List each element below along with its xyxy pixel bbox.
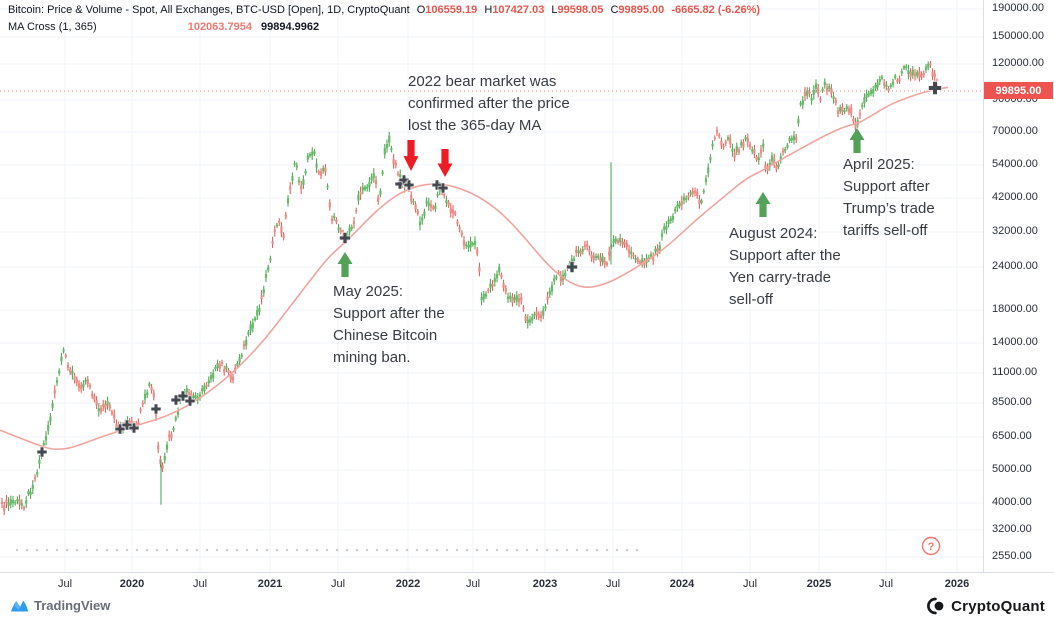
svg-text:?: ? (928, 541, 935, 553)
time-tick-label: Jul (330, 578, 346, 590)
price-tick-label: 150000.00 (992, 30, 1044, 42)
price-tick-label: 70000.00 (992, 125, 1038, 137)
time-tick-label: 2024 (669, 578, 695, 590)
annotation-aug-2024-support[interactable]: August 2024: Support after the Yen carry… (729, 225, 841, 308)
time-tick-label: 2023 (532, 578, 558, 590)
price-tick-label: 3200.00 (992, 523, 1032, 535)
red-down-arrow[interactable] (437, 149, 453, 177)
time-tick-label: Jul (57, 578, 73, 590)
ma-365-line (0, 86, 949, 451)
indicator-value-2: 99894.9962 (261, 21, 320, 33)
ohlc-high-value: 107427.03 (492, 4, 545, 16)
price-tick-label: 18000.00 (992, 303, 1038, 315)
annotation-bear-2022[interactable]: 2022 bear market was confirmed after the… (408, 73, 570, 134)
time-tick-label: 2020 (119, 578, 145, 590)
time-tick-label: Jul (878, 578, 894, 590)
price-tick-label: 2550.00 (992, 550, 1032, 562)
price-tick-label: 11000.00 (992, 366, 1038, 378)
volume-dots (15, 548, 639, 552)
time-tick-label: Jul (742, 578, 758, 590)
price-tick-label: 14000.00 (992, 336, 1038, 348)
data-problem-question-icon[interactable]: ? (921, 536, 941, 556)
indicator-title[interactable]: MA Cross (1, 365) (8, 21, 97, 33)
red-down-arrow[interactable] (403, 140, 419, 171)
cryptoquant-logo-text: CryptoQuant (951, 597, 1045, 615)
symbol-title[interactable]: Bitcoin: Price & Volume - Spot, All Exch… (8, 4, 410, 16)
tradingview-logo[interactable]: TradingView (10, 598, 110, 613)
time-tick-label: Jul (605, 578, 621, 590)
price-tick-label: 54000.00 (992, 158, 1038, 170)
time-tick-label: 2022 (395, 578, 421, 590)
cryptoquant-logo: CryptoQuant (927, 597, 1045, 615)
price-tick-label: 5000.00 (992, 463, 1032, 475)
ohlc-close-value: 99895.00 (618, 4, 665, 16)
annotation-apr-2025-support[interactable]: April 2025: Support after Trump’s trade … (843, 156, 935, 239)
indicator-value-1: 102063.7954 (187, 21, 252, 33)
ohlc-low-label: L (551, 4, 558, 16)
price-tick-label: 6500.00 (992, 430, 1032, 442)
current-price-label: 99895.00 (984, 82, 1053, 100)
price-tick-label: 4000.00 (992, 496, 1032, 508)
legend-row-2[interactable]: MA Cross (1, 365) 102063.7954 99894.9962 (8, 20, 319, 35)
green-up-arrow[interactable] (849, 128, 865, 153)
price-tick-label: 42000.00 (992, 191, 1038, 203)
time-tick-label: 2026 (944, 578, 970, 590)
cryptoquant-mark-icon (927, 597, 944, 615)
time-tick-label: 2025 (806, 578, 832, 590)
ma-cross-markers (36, 81, 942, 458)
ohlc-change-value: -6665.82 (-6.26%) (671, 4, 761, 16)
price-tick-label: 120000.00 (992, 57, 1044, 69)
price-tick-label: 8500.00 (992, 396, 1032, 408)
green-up-arrow[interactable] (755, 192, 771, 217)
annotation-may-support[interactable]: May 2025: Support after the Chinese Bitc… (333, 283, 445, 366)
time-tick-label: Jul (192, 578, 208, 590)
tradingview-logo-text: TradingView (34, 598, 111, 613)
time-tick-label: 2021 (257, 578, 283, 590)
time-tick-label: Jul (465, 578, 481, 590)
ohlc-low-value: 99598.05 (557, 4, 604, 16)
legend-row-1[interactable]: Bitcoin: Price & Volume - Spot, All Exch… (8, 3, 760, 18)
price-tick-label: 32000.00 (992, 225, 1038, 237)
time-axis[interactable]: Jul 2020 Jul 2021 Jul 2022 Jul 2023 Jul 2024 Jul 20… (0, 572, 1054, 597)
grid-lines (0, 0, 983, 572)
ohlc-high-label: H (484, 4, 493, 16)
ohlc-open-value: 106559.19 (425, 4, 478, 16)
tradingview-mountain-icon (11, 600, 29, 612)
ohlc-open-label: O (416, 4, 426, 16)
price-tick-label: 24000.00 (992, 260, 1038, 272)
price-tick-label: 190000.00 (992, 2, 1044, 14)
ohlc-close-label: C (610, 4, 619, 16)
green-up-arrow[interactable] (337, 252, 353, 277)
